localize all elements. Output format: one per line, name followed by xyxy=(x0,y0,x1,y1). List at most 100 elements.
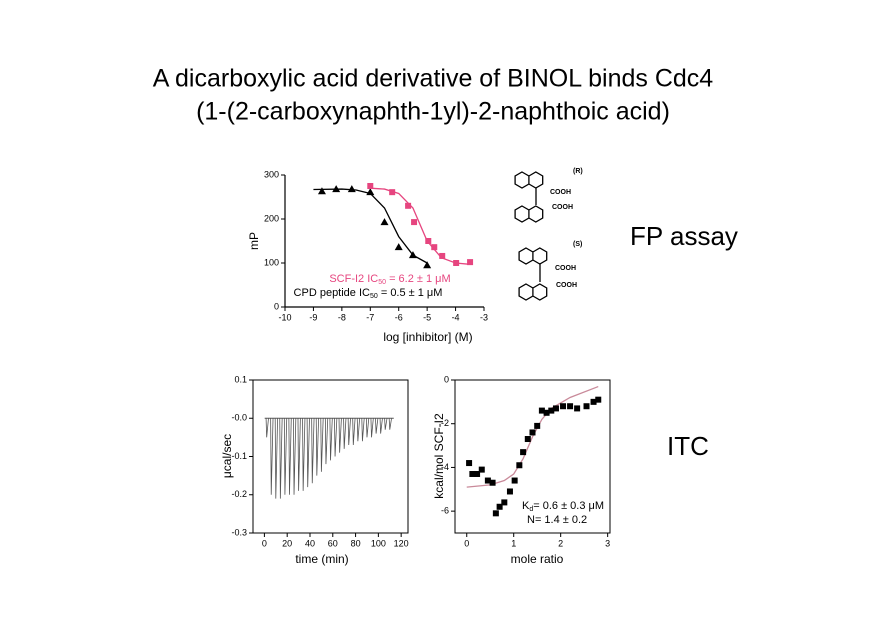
y-tick-label: -0.2 xyxy=(231,489,247,499)
point xyxy=(367,183,374,189)
point xyxy=(548,407,555,414)
point xyxy=(520,449,527,456)
point xyxy=(423,261,432,269)
fit-curve xyxy=(370,187,470,265)
x-tick-label: 3 xyxy=(605,538,610,548)
x-tick-label: -3 xyxy=(480,312,488,322)
point xyxy=(567,403,574,410)
annotation-text: SCF-I2 IC xyxy=(329,273,378,285)
y-tick-label: 200 xyxy=(264,213,279,223)
point xyxy=(489,479,496,486)
point xyxy=(524,436,531,443)
annotation-text: = 0.6 ± 0.3 μM xyxy=(533,500,604,512)
y-tick-label: 100 xyxy=(264,257,279,267)
point xyxy=(529,429,536,436)
x-tick-label: -4 xyxy=(452,312,460,322)
point xyxy=(484,477,491,484)
group-label: COOH xyxy=(555,265,576,272)
point xyxy=(583,403,590,410)
point xyxy=(394,243,403,251)
y-tick-label: -0.3 xyxy=(231,527,247,537)
injection-peak xyxy=(347,418,351,446)
point xyxy=(469,470,476,477)
x-tick-label: 60 xyxy=(328,538,338,548)
point xyxy=(595,396,602,403)
annotation-text: CPD peptide IC xyxy=(294,287,370,299)
x-tick-label: -8 xyxy=(338,312,346,322)
y-axis-label: mP xyxy=(247,232,261,250)
plot-frame xyxy=(454,379,611,534)
x-tick-label: 80 xyxy=(351,538,361,548)
injection-peak xyxy=(352,418,356,446)
injection-peak xyxy=(315,418,320,476)
y-tick-label: 0 xyxy=(444,374,449,384)
point xyxy=(389,189,396,196)
x-tick-label: 2 xyxy=(558,538,563,548)
x-tick-label: -6 xyxy=(395,312,403,322)
y-tick-label: 300 xyxy=(264,169,279,179)
point xyxy=(560,403,567,410)
annotation: N= 1.4 ± 0.2 xyxy=(527,514,587,526)
x-tick-label: -7 xyxy=(366,312,374,322)
naphthalene xyxy=(514,171,544,189)
point xyxy=(552,405,559,412)
group-label: COOH xyxy=(556,282,577,289)
point xyxy=(425,238,432,244)
naphthalene xyxy=(518,247,548,265)
x-tick-label: -10 xyxy=(278,312,291,322)
x-tick-label: -5 xyxy=(423,312,431,322)
injection-peak xyxy=(324,418,329,465)
injection-peak xyxy=(306,418,310,488)
injection-peak xyxy=(356,418,361,442)
point xyxy=(506,488,513,495)
section-label: ITC xyxy=(667,431,709,461)
injection-peak xyxy=(343,418,347,449)
point xyxy=(478,466,485,473)
point xyxy=(408,251,417,259)
injection-peak xyxy=(365,418,370,438)
annotation-subscript: 50 xyxy=(370,293,378,300)
injection-peak xyxy=(274,418,278,499)
point xyxy=(380,218,389,226)
structures: (R) COOH COOH (S) COOH COOH xyxy=(514,168,583,301)
y-tick-label: 0 xyxy=(274,301,279,311)
x-tick-label: 0 xyxy=(464,538,469,548)
fit-curve xyxy=(313,188,428,264)
x-tick-label: 1 xyxy=(511,538,516,548)
point xyxy=(492,510,499,517)
x-tick-label: 100 xyxy=(371,538,386,548)
x-tick-label: 120 xyxy=(394,538,409,548)
point xyxy=(474,470,481,477)
injection-peak xyxy=(283,418,288,495)
point xyxy=(347,185,356,193)
injection-peak xyxy=(329,418,333,461)
x-tick-label: 40 xyxy=(305,538,315,548)
point xyxy=(516,462,523,469)
annotation-text: = 6.2 ± 1 μM xyxy=(386,273,451,285)
injection-peak xyxy=(293,418,297,495)
x-axis-label: time (min) xyxy=(295,552,348,566)
point xyxy=(439,252,446,259)
injection-peak xyxy=(302,418,306,491)
injection-peak xyxy=(338,418,342,453)
injection-peak xyxy=(288,418,292,495)
x-axis-label: log [inhibitor] (M) xyxy=(383,330,472,344)
x-tick-label: 20 xyxy=(282,538,292,548)
point xyxy=(590,398,597,405)
injection-peak xyxy=(379,418,383,434)
injection-peak xyxy=(320,418,324,472)
point xyxy=(411,219,418,226)
x-tick-label: 0 xyxy=(262,538,267,548)
point xyxy=(538,407,545,414)
y-tick-label: -2 xyxy=(441,418,449,428)
section-label: FP assay xyxy=(630,221,738,251)
stereo-label: (S) xyxy=(573,241,582,248)
y-axis-label: μcal/sec xyxy=(220,434,234,478)
annotation-text: N= 1.4 ± 0.2 xyxy=(527,514,587,526)
annotation: Kd= 0.6 ± 0.3 μM xyxy=(522,500,604,513)
point xyxy=(431,244,438,251)
y-axis-label: kcal/mol SCF-I2 xyxy=(432,413,446,499)
fit-curve xyxy=(466,385,599,488)
